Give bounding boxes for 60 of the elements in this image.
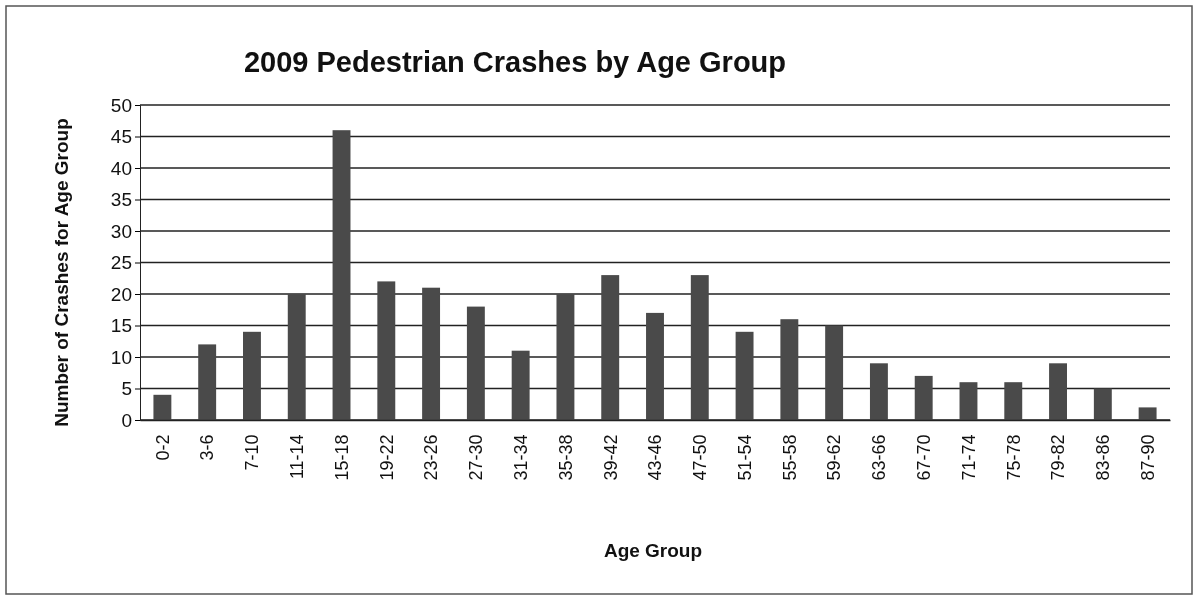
bar <box>690 275 709 420</box>
x-tick-label: 3-6 <box>197 434 218 461</box>
x-tick-label: 7-10 <box>242 434 263 471</box>
y-tick-label: 20 <box>110 283 132 305</box>
x-tick-label: 71-74 <box>958 434 979 481</box>
y-tick-label: 10 <box>110 346 132 368</box>
bar <box>332 130 351 420</box>
y-tick-label: 35 <box>110 189 132 211</box>
chart-title: 2009 Pedestrian Crashes by Age Group <box>243 46 787 78</box>
x-axis-title: Age Group <box>603 540 703 561</box>
bar <box>780 319 799 420</box>
x-tick-label: 87-90 <box>1137 434 1158 481</box>
bar <box>735 331 754 420</box>
bar <box>556 294 575 420</box>
y-tick-label: 0 <box>121 409 132 431</box>
y-tick-label: 50 <box>110 94 132 116</box>
x-tick-label: 43-46 <box>645 434 666 481</box>
bar <box>377 281 396 420</box>
bar <box>511 350 530 420</box>
bar <box>914 375 933 420</box>
bar <box>466 306 485 420</box>
x-tick-label: 15-18 <box>331 434 352 481</box>
x-tick-label: 59-62 <box>824 434 845 481</box>
bar <box>825 325 844 420</box>
y-tick-label: 5 <box>121 378 132 400</box>
bar <box>1049 363 1067 420</box>
x-tick-label: 27-30 <box>466 434 487 481</box>
x-tick-label: 19-22 <box>376 434 397 481</box>
x-tick-label: 39-42 <box>600 434 621 481</box>
x-tick-label: 63-66 <box>869 434 890 481</box>
x-tick-label: 79-82 <box>1048 434 1069 481</box>
bar <box>153 394 172 420</box>
x-tick-label: 35-38 <box>555 434 576 481</box>
bar <box>243 331 261 420</box>
y-tick-label: 25 <box>110 252 132 274</box>
bar <box>959 382 978 420</box>
x-tick-label: 11-14 <box>287 434 308 480</box>
bar <box>601 275 620 420</box>
bar <box>1138 407 1157 420</box>
bar <box>646 312 664 420</box>
y-tick-label: 45 <box>110 126 132 148</box>
y-axis-title: Number of Crashes for Age Group <box>51 118 72 427</box>
bar <box>1093 388 1112 420</box>
bar <box>198 344 217 420</box>
bar <box>1004 382 1023 420</box>
x-tick-label: 51-54 <box>734 434 755 481</box>
y-tick-label: 30 <box>110 220 132 242</box>
x-tick-label: 31-34 <box>510 434 531 481</box>
x-tick-label: 47-50 <box>690 434 711 481</box>
bar <box>422 287 441 420</box>
x-tick-label: 67-70 <box>914 434 934 481</box>
y-tick-label: 40 <box>110 157 132 179</box>
x-tick-label: 55-58 <box>779 434 800 481</box>
x-tick-label: 83-86 <box>1093 434 1114 481</box>
y-tick-label: 15 <box>110 315 132 337</box>
x-tick-label: 0-2 <box>152 434 173 461</box>
x-tick-label: 75-78 <box>1003 434 1024 481</box>
x-tick-label: 23-26 <box>421 434 442 481</box>
bar <box>869 363 888 420</box>
bar <box>287 294 306 420</box>
